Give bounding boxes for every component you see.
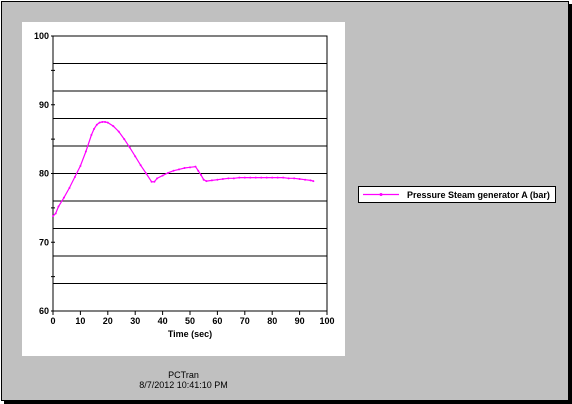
data-point xyxy=(304,178,307,181)
data-point xyxy=(178,168,181,171)
data-point xyxy=(254,176,257,179)
data-point xyxy=(161,174,164,177)
data-point xyxy=(73,175,76,178)
x-tick-label: 80 xyxy=(267,316,277,326)
program-name: PCTran xyxy=(168,370,199,380)
data-point xyxy=(106,121,109,124)
data-point xyxy=(260,176,263,179)
data-point xyxy=(199,173,202,176)
legend-swatch xyxy=(363,190,399,199)
data-point xyxy=(309,179,312,182)
data-point xyxy=(293,177,296,180)
data-point xyxy=(117,130,120,133)
data-point xyxy=(265,176,268,179)
data-point xyxy=(145,172,148,175)
data-point xyxy=(238,176,241,179)
x-tick-label: 0 xyxy=(50,316,55,326)
data-point xyxy=(210,179,213,182)
data-point xyxy=(139,164,142,167)
data-point xyxy=(84,150,87,153)
y-tick-label: 60 xyxy=(39,306,49,316)
data-point xyxy=(172,169,175,172)
data-point xyxy=(153,180,156,183)
data-point xyxy=(243,176,246,179)
data-point xyxy=(68,186,71,189)
data-point xyxy=(62,196,65,199)
x-tick-label: 90 xyxy=(295,316,305,326)
data-point xyxy=(216,178,219,181)
data-point xyxy=(54,212,57,215)
legend-label: Pressure Steam generator A (bar) xyxy=(407,189,550,200)
data-point xyxy=(202,178,205,181)
data-point xyxy=(298,178,301,180)
data-point xyxy=(189,166,191,169)
data-point xyxy=(156,177,159,180)
data-point xyxy=(134,155,137,158)
data-point xyxy=(123,138,126,141)
data-point xyxy=(101,120,104,123)
x-tick-label: 70 xyxy=(240,316,250,326)
data-point xyxy=(249,176,252,179)
data-point xyxy=(95,123,98,126)
data-point xyxy=(287,177,290,180)
data-point xyxy=(57,205,60,208)
x-tick-label: 50 xyxy=(185,316,195,326)
data-point xyxy=(205,180,208,183)
x-tick-label: 20 xyxy=(103,316,113,326)
plot-panel: 60 70 80 90 100 0 10 20 30 40 50 60 70 80 90 100 Time (s… xyxy=(22,22,345,356)
data-point xyxy=(104,120,107,123)
data-point xyxy=(227,177,230,180)
x-axis-label: Time (sec) xyxy=(168,329,212,339)
line-chart: 60 70 80 90 100 0 10 20 30 40 50 60 70 80 90 100 Time (s… xyxy=(34,31,335,339)
y-tick-label: 70 xyxy=(39,237,49,247)
footer: PCTran 8/7/2012 10:41:10 PM xyxy=(102,370,265,390)
data-point xyxy=(79,164,82,167)
y-tick-label: 100 xyxy=(34,31,49,41)
data-point xyxy=(128,146,131,149)
data-point xyxy=(93,127,96,130)
data-point xyxy=(167,171,170,174)
data-point xyxy=(271,176,274,179)
x-tick-label: 100 xyxy=(319,316,334,326)
data-point xyxy=(312,180,315,183)
data-point xyxy=(183,167,186,169)
x-tick-label: 60 xyxy=(212,316,222,326)
data-point xyxy=(52,215,54,218)
series-line xyxy=(52,121,314,217)
x-tick-label: 10 xyxy=(75,316,85,326)
data-point xyxy=(150,180,153,183)
data-point xyxy=(282,176,285,179)
data-point xyxy=(90,134,93,136)
y-tick-label: 90 xyxy=(39,100,49,110)
data-point xyxy=(232,177,235,180)
data-point xyxy=(276,176,279,179)
timestamp: 8/7/2012 10:41:10 PM xyxy=(139,380,228,390)
x-tick-label: 40 xyxy=(158,316,168,326)
data-point xyxy=(98,121,101,124)
data-point xyxy=(112,125,115,128)
y-tick-label: 80 xyxy=(39,169,49,179)
x-tick-label: 30 xyxy=(130,316,140,326)
legend: Pressure Steam generator A (bar) xyxy=(358,186,556,203)
data-point xyxy=(221,178,224,180)
data-point xyxy=(194,165,197,168)
data-point xyxy=(197,169,200,172)
